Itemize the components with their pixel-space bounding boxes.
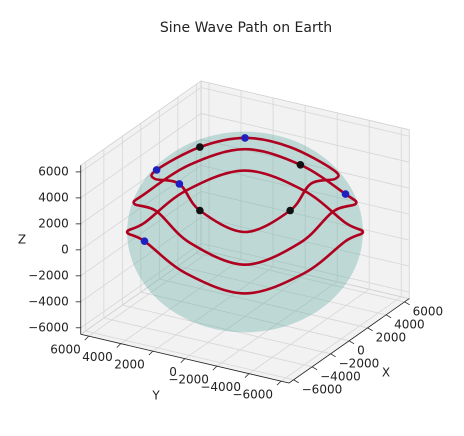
x-tick	[293, 379, 299, 384]
point	[286, 206, 294, 215]
x-tick	[348, 340, 355, 345]
y-tick-label: 6000	[50, 343, 81, 357]
x-tick-label: −2000	[339, 356, 380, 370]
grid-line	[152, 266, 274, 352]
grid-line	[248, 288, 370, 374]
grid-line	[200, 113, 410, 163]
z-tick-label: −4000	[28, 294, 69, 308]
x-tick-label: −6000	[302, 382, 343, 396]
y-tick-label: 0	[169, 365, 177, 379]
x-tick-label: −4000	[320, 369, 361, 383]
y-tick	[148, 350, 154, 356]
grid-line	[80, 139, 202, 225]
x-tick	[385, 314, 392, 319]
y-tick	[116, 343, 122, 348]
grid-line	[80, 191, 202, 277]
y-tick-label: −2000	[168, 373, 209, 387]
y-tick-label: −6000	[232, 388, 273, 402]
grid-line	[80, 217, 202, 303]
x-tick-label: 4000	[394, 317, 425, 331]
z-tick-label: 4000	[38, 190, 69, 204]
point	[196, 206, 204, 215]
y-tick	[212, 365, 218, 371]
grid-line	[80, 87, 202, 173]
point	[341, 190, 350, 198]
y-tick-label: 4000	[82, 350, 113, 364]
point	[241, 134, 249, 142]
grid-line	[200, 139, 410, 189]
grid-line	[200, 87, 410, 137]
x-tick-label: 6000	[413, 304, 444, 318]
y-tick	[180, 358, 186, 363]
grid-line	[184, 273, 306, 359]
point	[175, 180, 184, 188]
z-tick-label: 2000	[38, 216, 69, 230]
z-tick-label: 6000	[38, 164, 69, 178]
x-tick	[367, 327, 373, 332]
x-tick-label: 2000	[376, 330, 407, 344]
grid-line	[80, 113, 202, 199]
chart-title: Sine Wave Path on Earth	[160, 20, 332, 36]
grid-line	[88, 251, 210, 337]
grid-line	[120, 258, 242, 344]
z-tick-label: 0	[61, 242, 69, 256]
grid-line	[200, 190, 410, 241]
x-tick	[311, 366, 318, 371]
y-tick	[276, 380, 282, 386]
y-tick-label: 2000	[114, 358, 145, 372]
wave-path	[132, 147, 358, 266]
x-axis-label: X	[382, 366, 390, 380]
grid-line	[216, 281, 338, 367]
grid-line	[200, 216, 410, 267]
x-tick	[404, 301, 410, 306]
point	[152, 166, 161, 174]
x-tick-label: 0	[357, 343, 365, 357]
point	[296, 161, 305, 169]
x-tick	[330, 353, 336, 358]
y-tick-label: −4000	[200, 380, 241, 394]
z-tick-label: −2000	[28, 268, 69, 282]
point	[140, 237, 149, 245]
grid-line	[280, 296, 402, 382]
y-axis-label: Y	[151, 389, 160, 403]
z-axis-label: Z	[18, 233, 26, 247]
grid-line	[80, 165, 202, 251]
grid-line	[200, 242, 410, 293]
y-tick	[244, 373, 250, 378]
z-tick-label: −6000	[28, 320, 69, 334]
y-tick	[84, 335, 90, 341]
grid-line	[80, 243, 202, 329]
point	[196, 143, 204, 151]
